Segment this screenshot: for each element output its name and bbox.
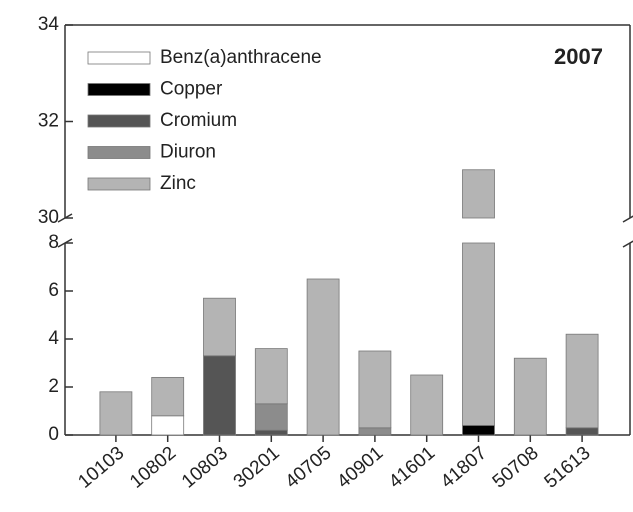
bar-segment	[513, 357, 547, 436]
bar-segment	[151, 376, 185, 417]
x-tick-label: 10103	[74, 443, 128, 493]
legend-swatch	[87, 177, 151, 191]
legend-swatch	[87, 146, 151, 159]
x-tick-label: 51613	[541, 443, 595, 493]
bar-segment	[151, 415, 185, 436]
bar-segment	[358, 427, 392, 436]
bar-segment	[306, 278, 340, 436]
legend-swatch	[87, 83, 151, 96]
bar-segment	[462, 424, 495, 436]
x-tick-label: 41601	[385, 443, 439, 493]
bar-segment	[99, 391, 133, 436]
y-tick-label: 32	[38, 111, 59, 132]
x-tick-label: 40901	[333, 443, 387, 493]
y-tick-label: 4	[48, 328, 59, 349]
bar-segment	[254, 348, 288, 405]
bar-segment	[254, 403, 288, 431]
y-tick-label: 2	[48, 376, 59, 397]
y-tick-label: 0	[48, 424, 59, 445]
x-tick-label: 41807	[437, 443, 491, 493]
legend-label: Diuron	[160, 142, 216, 163]
axis-line	[622, 215, 633, 223]
bar-segment	[254, 429, 288, 436]
y-tick-label: 30	[38, 207, 59, 228]
annotation: 2007	[554, 44, 603, 69]
bar-segment	[358, 350, 392, 429]
legend-label: Cromium	[160, 110, 237, 131]
bar-segment	[462, 242, 495, 426]
x-tick-label: 40705	[282, 443, 336, 493]
y-tick-label: 6	[48, 280, 59, 301]
bar-segment	[462, 169, 495, 219]
legend-swatch	[87, 114, 151, 128]
legend-label: Zinc	[160, 173, 196, 194]
bar-segment	[565, 333, 599, 429]
y-tick-label: 8	[48, 232, 59, 253]
bar-segment	[410, 374, 444, 436]
bar-segment	[203, 297, 236, 357]
x-tick-label: 10803	[178, 443, 232, 493]
x-tick-label: 50708	[489, 443, 543, 493]
axis-line	[622, 240, 633, 248]
x-tick-label: 10802	[126, 443, 180, 493]
legend-swatch	[87, 51, 151, 65]
x-tick-label: 30201	[230, 443, 284, 493]
legend-label: Benz(a)anthracene	[160, 47, 322, 68]
bar-segment	[565, 427, 599, 436]
y-tick-label: 34	[38, 14, 60, 35]
legend-label: Copper	[160, 79, 223, 100]
bar-segment	[203, 355, 236, 436]
